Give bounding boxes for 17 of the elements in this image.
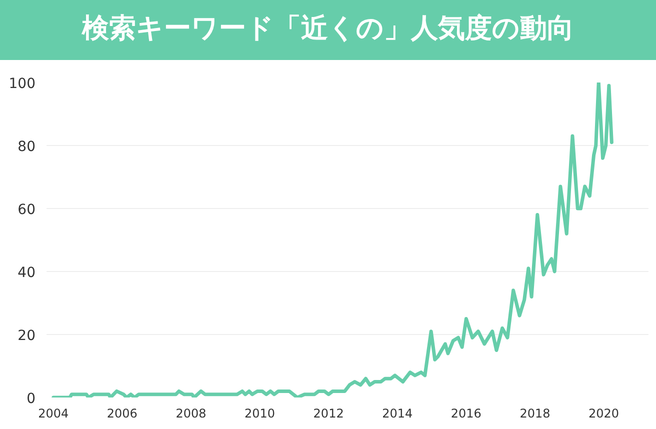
- x-tick-label: 2008: [176, 406, 206, 420]
- x-tick-label: 2004: [38, 406, 69, 420]
- x-tick-label: 2006: [106, 406, 138, 420]
- y-tick-label: 0: [26, 391, 36, 407]
- x-tick-label: 2018: [520, 406, 550, 420]
- x-tick-label: 2012: [313, 406, 344, 420]
- x-tick-label: 2010: [244, 406, 276, 420]
- x-tick-label: 2016: [450, 406, 482, 420]
- x-tick-label: 2020: [588, 406, 620, 420]
- y-tick-label: 60: [18, 202, 36, 218]
- chart-title: 検索キーワード「近くの」人気度の動向: [82, 12, 574, 46]
- y-tick-label: 100: [8, 76, 36, 92]
- y-tick-label: 80: [18, 139, 36, 155]
- y-tick-label: 20: [18, 328, 36, 344]
- y-tick-label: 40: [18, 265, 36, 281]
- line-series: [52, 82, 614, 398]
- x-tick-label: 2014: [382, 406, 413, 420]
